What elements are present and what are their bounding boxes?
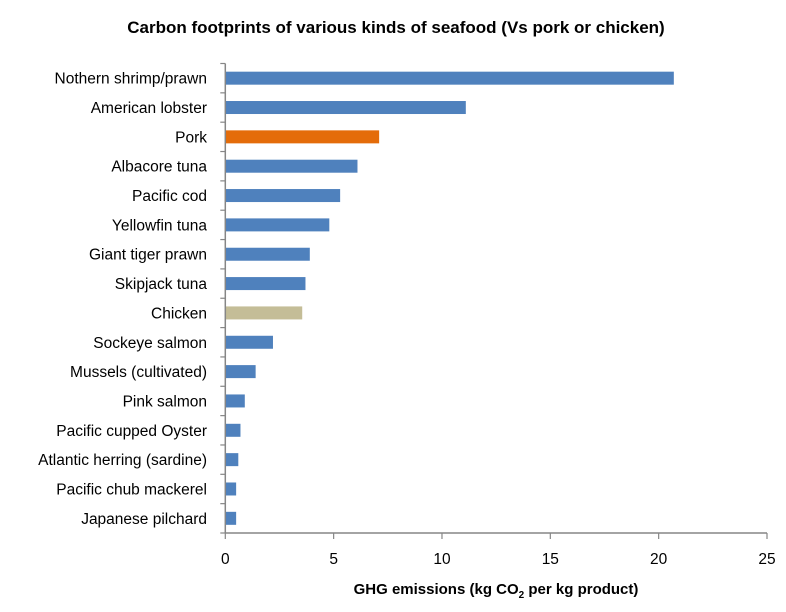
- x-tick-label: 5: [329, 551, 338, 568]
- bar: [225, 218, 330, 232]
- category-label: Nothern shrimp/prawn: [55, 71, 207, 88]
- category-label: Skipjack tuna: [115, 276, 208, 293]
- category-label: Giant tiger prawn: [89, 247, 207, 264]
- bar: [225, 159, 358, 173]
- category-label: Pacific chub mackerel: [56, 481, 207, 498]
- x-tick-label: 25: [758, 551, 775, 568]
- bar: [225, 247, 310, 261]
- x-tick-label: 10: [433, 551, 451, 568]
- category-label: Japanese pilchard: [81, 511, 207, 528]
- bar: [225, 306, 303, 320]
- x-tick-label: 20: [650, 551, 668, 568]
- bar: [225, 71, 674, 85]
- category-label: Sockeye salmon: [93, 335, 207, 352]
- chart-title: Carbon footprints of various kinds of se…: [127, 18, 664, 37]
- x-axis-label: GHG emissions (kg CO2 per kg product): [354, 581, 639, 601]
- x-axis-label-part2: per kg product): [524, 581, 638, 598]
- category-label: Pacific cod: [132, 188, 207, 205]
- bar: [225, 130, 380, 144]
- x-axis-label-subscript: 2: [519, 590, 525, 601]
- category-label: Pork: [175, 129, 207, 146]
- category-label: Albacore tuna: [111, 159, 207, 176]
- x-tick-label: 0: [221, 551, 230, 568]
- category-labels: Nothern shrimp/prawn American lobster Pork…: [38, 71, 207, 528]
- bar: [225, 335, 273, 349]
- bar: [225, 482, 237, 496]
- bar: [225, 365, 256, 379]
- category-label: Atlantic herring (sardine): [38, 452, 207, 469]
- category-label: Pacific cupped Oyster: [56, 423, 207, 440]
- bar: [225, 394, 245, 408]
- bar: [225, 511, 237, 525]
- bar: [225, 189, 341, 203]
- category-label: Pink salmon: [123, 393, 207, 410]
- bar: [225, 453, 239, 467]
- bar: [225, 277, 306, 291]
- bar: [225, 423, 241, 437]
- x-tick-label: 15: [542, 551, 559, 568]
- bar: [225, 101, 466, 115]
- x-axis-label-part1: GHG emissions (kg CO: [354, 581, 519, 598]
- category-label: Mussels (cultivated): [70, 364, 207, 381]
- axes: 0 5 10 15 20 25: [220, 62, 776, 568]
- category-label: American lobster: [91, 100, 207, 117]
- category-label: Yellowfin tuna: [112, 217, 207, 234]
- category-label: Chicken: [151, 305, 207, 322]
- bars-group: [225, 71, 674, 525]
